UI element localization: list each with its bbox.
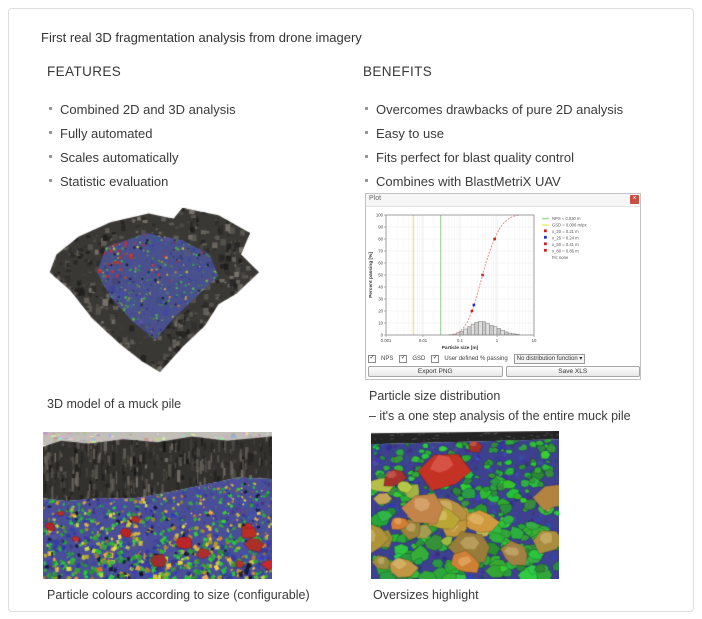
checkbox-gsd[interactable]: ✓: [399, 355, 408, 363]
svg-text:90: 90: [378, 225, 383, 230]
checkbox-label: User defined % passing: [444, 356, 508, 362]
svg-text:GSD = 0.006 m/px: GSD = 0.006 m/px: [552, 223, 587, 228]
page-title: First real 3D fragmentation analysis fro…: [41, 30, 362, 45]
svg-text:70: 70: [378, 249, 383, 254]
svg-text:Particle size [m]: Particle size [m]: [442, 345, 479, 351]
particle-size-distribution-chart: 0 10 20 30 40 50 60 70 80 90 100 0.001 0.01 0.1 1 10 Par…: [368, 213, 587, 351]
features-heading: FEATURES: [47, 64, 122, 79]
bullet-square-icon: [49, 155, 52, 158]
list-item: Easy to use: [363, 121, 623, 145]
caption-particle-distribution-sub: – it's a one step analysis of the entire…: [369, 409, 631, 423]
list-item-label: Scales automatically: [60, 149, 179, 165]
svg-text:Percent passing [%]: Percent passing [%]: [368, 252, 374, 298]
export-png-button[interactable]: Export PNG: [368, 366, 503, 377]
svg-text:50: 50: [378, 273, 383, 278]
particle-colours-image: [43, 432, 272, 579]
bullet-square-icon: [365, 107, 368, 110]
plot-window-titlebar: Plot ×: [366, 194, 640, 207]
list-item-label: Overcomes drawbacks of pure 2D analysis: [376, 101, 624, 117]
caption-particle-colours: Particle colours according to size (conf…: [47, 588, 310, 602]
svg-text:x_80 = 0.86 m: x_80 = 0.86 m: [552, 249, 579, 254]
svg-text:20: 20: [378, 309, 383, 314]
oversizes-image: [371, 431, 559, 579]
list-item: Combines with BlastMetriX UAV: [363, 169, 623, 193]
benefits-heading: BENEFITS: [363, 64, 433, 79]
svg-text:0.001: 0.001: [381, 338, 392, 343]
list-item-label: Easy to use: [376, 125, 444, 141]
svg-text:10: 10: [532, 338, 537, 343]
svg-text:0: 0: [381, 333, 384, 338]
muck-pile-3d-image: [43, 201, 268, 379]
list-item-label: Fully automated: [60, 125, 153, 141]
bullet-square-icon: [365, 179, 368, 182]
svg-text:80: 80: [378, 237, 383, 242]
bullet-square-icon: [365, 131, 368, 134]
list-item: Overcomes drawbacks of pure 2D analysis: [363, 97, 623, 121]
checkbox-nps[interactable]: ✓: [368, 355, 376, 363]
plot-window: Plot × 0 10 20 30 40 50 60 70 80 90 100 0.001 0.01 0.…: [365, 193, 641, 380]
features-list: Combined 2D and 3D analysis Fully automat…: [47, 97, 236, 193]
svg-text:x_50 = 0.41 m: x_50 = 0.41 m: [552, 242, 579, 247]
svg-text:30: 30: [378, 297, 383, 302]
list-item-label: Combines with BlastMetriX UAV: [376, 173, 561, 189]
bullet-square-icon: [49, 179, 52, 182]
list-item: Scales automatically: [47, 145, 236, 169]
plot-window-title: Plot: [369, 195, 382, 202]
list-item: Combined 2D and 3D analysis: [47, 97, 236, 121]
bullet-square-icon: [49, 107, 52, 110]
svg-text:10: 10: [378, 321, 383, 326]
caption-muck-pile: 3D model of a muck pile: [47, 397, 182, 411]
list-item: Fits perfect for blast quality control: [363, 145, 623, 169]
svg-text:x_20 = 0.21 m: x_20 = 0.21 m: [552, 229, 579, 234]
list-item: Statistic evaluation: [47, 169, 236, 193]
svg-text:0.1: 0.1: [457, 338, 464, 343]
list-item-label: Combined 2D and 3D analysis: [60, 101, 236, 117]
page: First real 3D fragmentation analysis fro…: [8, 8, 694, 612]
svg-text:1: 1: [496, 338, 499, 343]
checkbox-label: NPS: [381, 356, 394, 362]
plot-buttons: Export PNG Save XLS: [368, 366, 640, 377]
list-item-label: Fits perfect for blast quality control: [376, 149, 574, 165]
benefits-list: Overcomes drawbacks of pure 2D analysis E…: [363, 97, 623, 193]
svg-text:x_25 = 0.24 m: x_25 = 0.24 m: [552, 236, 579, 241]
svg-text:0.01: 0.01: [419, 338, 428, 343]
list-item: Fully automated: [47, 121, 236, 145]
svg-text:100: 100: [376, 213, 384, 218]
plot-controls: ✓ NPS ✓ GSD ✓ User defined % passing No distri…: [368, 354, 638, 364]
svg-text:40: 40: [378, 285, 383, 290]
bullet-square-icon: [49, 131, 52, 134]
save-xls-button[interactable]: Save XLS: [505, 366, 640, 377]
checkbox-user-defined-passing[interactable]: ✓: [431, 355, 440, 363]
caption-oversizes: Oversizes highlight: [373, 588, 479, 602]
checkbox-label: GSD: [412, 356, 426, 362]
list-item-label: Statistic evaluation: [60, 173, 169, 189]
caption-particle-distribution: Particle size distribution: [369, 389, 501, 403]
chart-legend: NPS = 0.030 m GSD = 0.006 m/pxx_20 = 0.21…: [542, 216, 587, 260]
bullet-square-icon: [365, 155, 368, 158]
svg-text:NPS = 0.030 m: NPS = 0.030 m: [552, 216, 581, 221]
distribution-function-select[interactable]: No distribution function ▾: [513, 354, 586, 364]
svg-text:Fit: none: Fit: none: [552, 255, 569, 260]
close-icon[interactable]: ×: [630, 195, 639, 204]
svg-text:60: 60: [378, 261, 383, 266]
